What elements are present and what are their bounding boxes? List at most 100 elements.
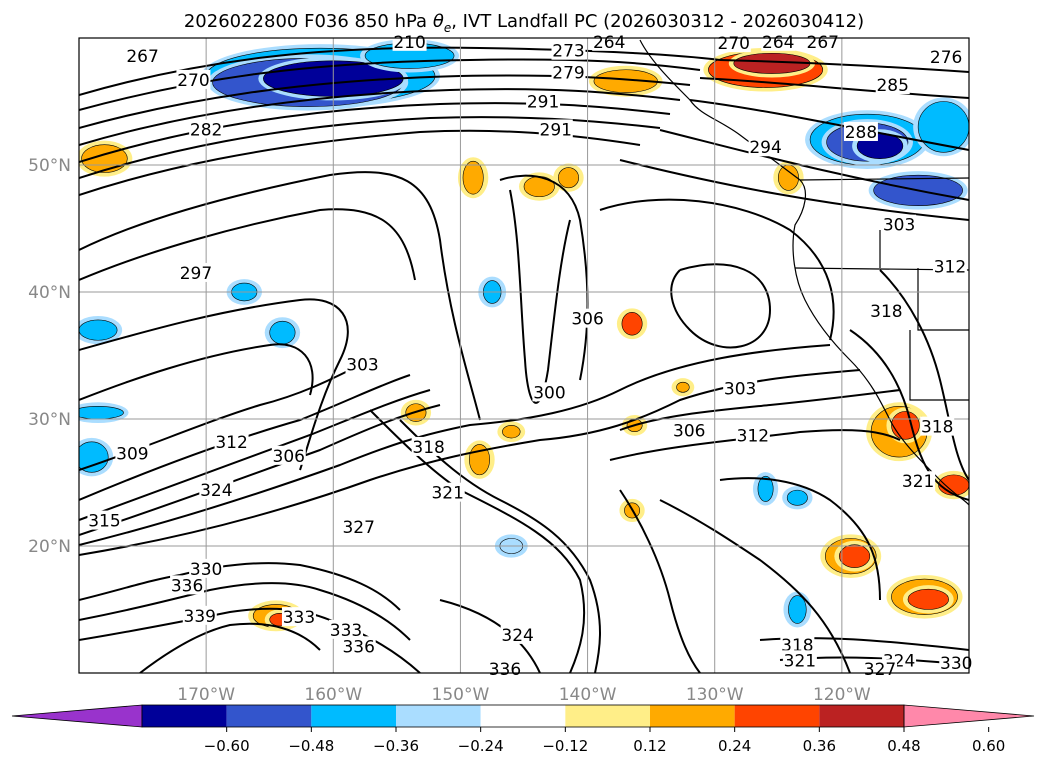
contour-label-bg bbox=[176, 69, 211, 89]
contour-line bbox=[659, 129, 969, 201]
contour-label-bg bbox=[761, 31, 796, 51]
contour-label: 276 bbox=[930, 48, 962, 68]
colorbar-tick-label: 0.24 bbox=[718, 737, 751, 755]
contour-line bbox=[659, 499, 851, 673]
theta-e-contours bbox=[79, 46, 969, 673]
x-tick-label: 130°W bbox=[686, 685, 744, 705]
colorbar-tick-label: −0.36 bbox=[373, 737, 419, 755]
shaded-region bbox=[786, 489, 808, 506]
shaded-region bbox=[502, 425, 521, 439]
contour-line bbox=[79, 374, 411, 501]
contour-label: 270 bbox=[177, 71, 209, 91]
contour-label-bg bbox=[570, 308, 605, 328]
x-tick-label: 120°W bbox=[813, 685, 871, 705]
colorbar: −0.60 −0.48 −0.36 −0.24 −0.12 0.12 0.24 0.36 0.4… bbox=[11, 704, 1035, 755]
contour-label: 318 bbox=[870, 302, 902, 322]
contour-label: 303 bbox=[883, 216, 915, 236]
contour-label-bg bbox=[939, 652, 974, 672]
contour-label: 336 bbox=[489, 660, 521, 680]
shaded-region bbox=[79, 441, 109, 473]
contour-label-bg bbox=[125, 45, 160, 65]
contour-label-bg bbox=[875, 74, 910, 94]
shaded-region bbox=[839, 544, 871, 568]
contour-label-bg bbox=[189, 558, 224, 578]
colorbar-segment bbox=[226, 705, 312, 727]
contour-label: 309 bbox=[116, 444, 148, 464]
contour-label: 312 bbox=[934, 258, 966, 278]
contour-line bbox=[79, 88, 681, 146]
contour-line bbox=[619, 489, 701, 673]
contour-line bbox=[79, 343, 314, 401]
colorbar-segment bbox=[311, 705, 396, 727]
shaded-region bbox=[79, 406, 124, 420]
contour-label-bg bbox=[723, 378, 758, 398]
contour-label-bg bbox=[214, 431, 249, 451]
contour-label-bg bbox=[929, 47, 964, 67]
contour-label: 339 bbox=[184, 607, 216, 627]
contour-label: 210 bbox=[393, 33, 425, 53]
contour-label-bg bbox=[430, 482, 465, 502]
colorbar-segment bbox=[565, 705, 650, 727]
contour-line bbox=[139, 622, 321, 673]
colorbar-segment bbox=[480, 705, 566, 727]
contour-label-bg bbox=[551, 62, 586, 82]
contour-label: 264 bbox=[593, 33, 625, 53]
contour-label: 285 bbox=[876, 76, 908, 96]
shaded-region bbox=[777, 164, 799, 191]
contour-label-bg bbox=[672, 420, 707, 440]
contour-line bbox=[79, 116, 661, 179]
colorbar-tick-label: −0.48 bbox=[288, 737, 334, 755]
contour-label: 324 bbox=[200, 481, 232, 501]
contour-label: 327 bbox=[864, 660, 896, 680]
contour-label-bg bbox=[341, 516, 376, 536]
contour-label: 267 bbox=[126, 47, 158, 67]
contour-line bbox=[79, 404, 441, 536]
colorbar-extend-max bbox=[903, 704, 1035, 728]
contour-label: 318 bbox=[921, 418, 953, 438]
contour-label-bg bbox=[199, 480, 234, 500]
contour-label-bg bbox=[178, 262, 213, 282]
y-tick-label: 30°N bbox=[28, 410, 71, 430]
colorbar-tick-label: 0.48 bbox=[887, 737, 920, 755]
y-tick-label: 20°N bbox=[28, 537, 71, 557]
contour-label-bg bbox=[345, 354, 380, 374]
contour-label-bg bbox=[182, 605, 217, 625]
contour-label-bg bbox=[411, 436, 446, 456]
shaded-region bbox=[907, 588, 949, 610]
contour-label: 297 bbox=[180, 264, 212, 284]
contour-line bbox=[79, 298, 349, 471]
shaded-region bbox=[269, 320, 296, 345]
contour-label-bg bbox=[329, 619, 363, 639]
contour-label-bg bbox=[843, 121, 878, 141]
contour-line bbox=[79, 582, 411, 641]
contour-label: 318 bbox=[412, 438, 444, 458]
colorbar-segment bbox=[819, 705, 904, 727]
contour-label: 264 bbox=[762, 33, 794, 53]
colorbar-extend-min bbox=[11, 704, 143, 728]
contour-label-bg bbox=[780, 635, 815, 655]
contour-label: 321 bbox=[784, 651, 816, 671]
contour-label-bg bbox=[271, 445, 306, 465]
contour-line bbox=[849, 329, 969, 501]
contour-label-bg bbox=[920, 416, 955, 436]
colorbar-segment bbox=[734, 705, 820, 727]
colorbar-tick-label: −0.12 bbox=[542, 737, 588, 755]
shaded-region bbox=[621, 312, 643, 336]
contour-label: 270 bbox=[718, 34, 750, 54]
contour-line bbox=[599, 198, 835, 341]
contour-label: 306 bbox=[673, 421, 705, 441]
contour-line bbox=[670, 263, 772, 349]
contour-label: 330 bbox=[940, 654, 972, 674]
contour-label: 315 bbox=[88, 512, 120, 532]
contour-line bbox=[699, 77, 969, 99]
contour-label: 321 bbox=[431, 484, 463, 504]
contour-line bbox=[439, 599, 541, 673]
x-axis-ticks: 170°W 160°W 150°W 140°W 130°W 120°W bbox=[177, 685, 871, 705]
contour-label: 303 bbox=[724, 380, 756, 400]
colorbar-segment bbox=[396, 705, 481, 727]
shaded-region bbox=[79, 319, 118, 341]
contour-line bbox=[79, 171, 481, 421]
contour-label-bg bbox=[500, 624, 535, 644]
